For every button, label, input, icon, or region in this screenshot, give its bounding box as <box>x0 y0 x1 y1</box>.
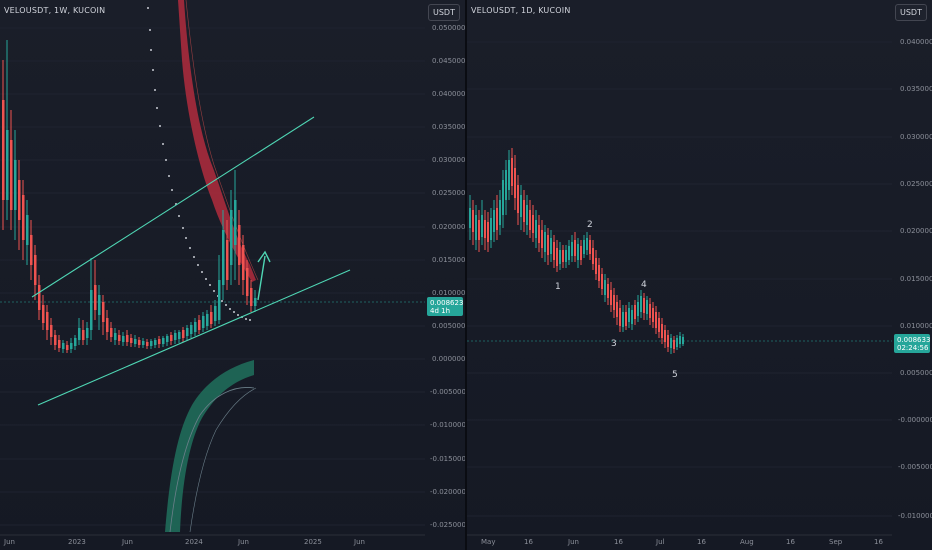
time-tick: 16 <box>786 538 795 546</box>
parabolic-dots <box>147 7 251 321</box>
forecast-arrow[interactable] <box>257 250 271 301</box>
price-tick: 0.045000 <box>432 57 465 65</box>
price-tick: -0.005000 <box>430 388 465 396</box>
time-tick: Sep <box>829 538 843 546</box>
current-price-value: 0.008633 <box>897 336 930 344</box>
wave-label-2[interactable]: 2 <box>587 220 593 230</box>
time-axis-weekly[interactable]: Jun 2023 Jun 2024 Jun 2025 Jun <box>3 538 365 546</box>
price-tick: 0.035000 <box>432 123 465 131</box>
time-tick: Jul <box>655 538 665 546</box>
price-tick: 0.010000 <box>432 289 465 297</box>
price-tick: 0.000000 <box>432 355 465 363</box>
time-tick: 2024 <box>185 538 203 546</box>
price-axis-weekly[interactable]: 0.050000 0.045000 0.040000 0.035000 0.03… <box>430 24 465 529</box>
time-tick: 16 <box>874 538 883 546</box>
time-tick: Aug <box>740 538 754 546</box>
price-tick: -0.000000 <box>898 416 932 424</box>
currency-button-weekly[interactable]: USDT <box>428 4 460 21</box>
price-tick: 0.015000 <box>900 275 932 283</box>
symbol-title-weekly[interactable]: VELOUSDT, 1W, KUCOIN <box>4 6 106 15</box>
time-tick: Jun <box>237 538 249 546</box>
bar-countdown: 02:24:56 <box>897 344 929 352</box>
current-price-value: 0.008623 <box>430 299 463 307</box>
currency-button-daily[interactable]: USDT <box>895 4 927 21</box>
panel-divider[interactable] <box>465 0 467 550</box>
symbol-title-daily[interactable]: VELOUSDT, 1D, KUCOIN <box>471 6 571 15</box>
trendlines[interactable] <box>31 116 351 406</box>
bar-countdown: 4d 1h <box>430 307 450 315</box>
price-tick: 0.015000 <box>432 256 465 264</box>
lower-band-indicator <box>165 360 257 533</box>
time-tick: 16 <box>697 538 706 546</box>
upper-band-indicator <box>178 0 259 282</box>
price-tick: 0.025000 <box>900 180 932 188</box>
lower-support-line[interactable] <box>37 269 351 406</box>
price-tick: 0.040000 <box>432 90 465 98</box>
price-tick: 0.020000 <box>432 223 465 231</box>
upper-channel-line[interactable] <box>31 116 315 298</box>
chart-panel-weekly[interactable]: 0.050000 0.045000 0.040000 0.035000 0.03… <box>0 0 465 550</box>
wave-label-5[interactable]: 5 <box>672 370 678 380</box>
time-axis-daily[interactable]: May 16 Jun 16 Jul 16 Aug 16 Sep 16 <box>481 538 883 546</box>
time-tick: Jun <box>3 538 15 546</box>
price-tick: 0.010000 <box>900 322 932 330</box>
price-tick: -0.010000 <box>898 512 932 520</box>
daily-chart-canvas[interactable]: 1 2 3 4 5 0.040000 0.035000 0.030000 0.0… <box>467 0 932 550</box>
chart-panel-daily[interactable]: 1 2 3 4 5 0.040000 0.035000 0.030000 0.0… <box>467 0 932 550</box>
price-tick: 0.005000 <box>900 369 932 377</box>
price-tick: 0.030000 <box>900 133 932 141</box>
time-tick: 2023 <box>68 538 86 546</box>
price-tick: -0.010000 <box>430 421 465 429</box>
price-tick: -0.020000 <box>430 488 465 496</box>
current-price-tag: 0.008633 02:24:56 <box>894 334 930 353</box>
price-tick: 0.035000 <box>900 85 932 93</box>
price-tick: 0.030000 <box>432 156 465 164</box>
wave-label-4[interactable]: 4 <box>641 280 647 290</box>
current-price-tag: 0.008623 4d 1h <box>427 297 463 316</box>
wave-label-1[interactable]: 1 <box>555 282 561 292</box>
elliott-wave-labels[interactable]: 1 2 3 4 5 <box>555 220 678 380</box>
time-tick: Jun <box>567 538 579 546</box>
price-tick: -0.005000 <box>898 463 932 471</box>
price-tick: -0.015000 <box>430 455 465 463</box>
time-tick: May <box>481 538 495 546</box>
price-tick: 0.050000 <box>432 24 465 32</box>
price-tick: 0.040000 <box>900 38 932 46</box>
time-tick: Jun <box>353 538 365 546</box>
daily-candles <box>469 148 684 354</box>
weekly-chart-canvas[interactable]: 0.050000 0.045000 0.040000 0.035000 0.03… <box>0 0 465 550</box>
weekly-candles <box>2 40 257 353</box>
price-axis-daily[interactable]: 0.040000 0.035000 0.030000 0.025000 0.02… <box>898 38 932 520</box>
price-tick: 0.005000 <box>432 322 465 330</box>
price-tick: 0.025000 <box>432 189 465 197</box>
price-tick: -0.025000 <box>430 521 465 529</box>
price-tick: 0.020000 <box>900 227 932 235</box>
wave-label-3[interactable]: 3 <box>611 339 617 349</box>
time-tick: 16 <box>524 538 533 546</box>
time-tick: 16 <box>614 538 623 546</box>
time-tick: 2025 <box>304 538 322 546</box>
time-tick: Jun <box>121 538 133 546</box>
